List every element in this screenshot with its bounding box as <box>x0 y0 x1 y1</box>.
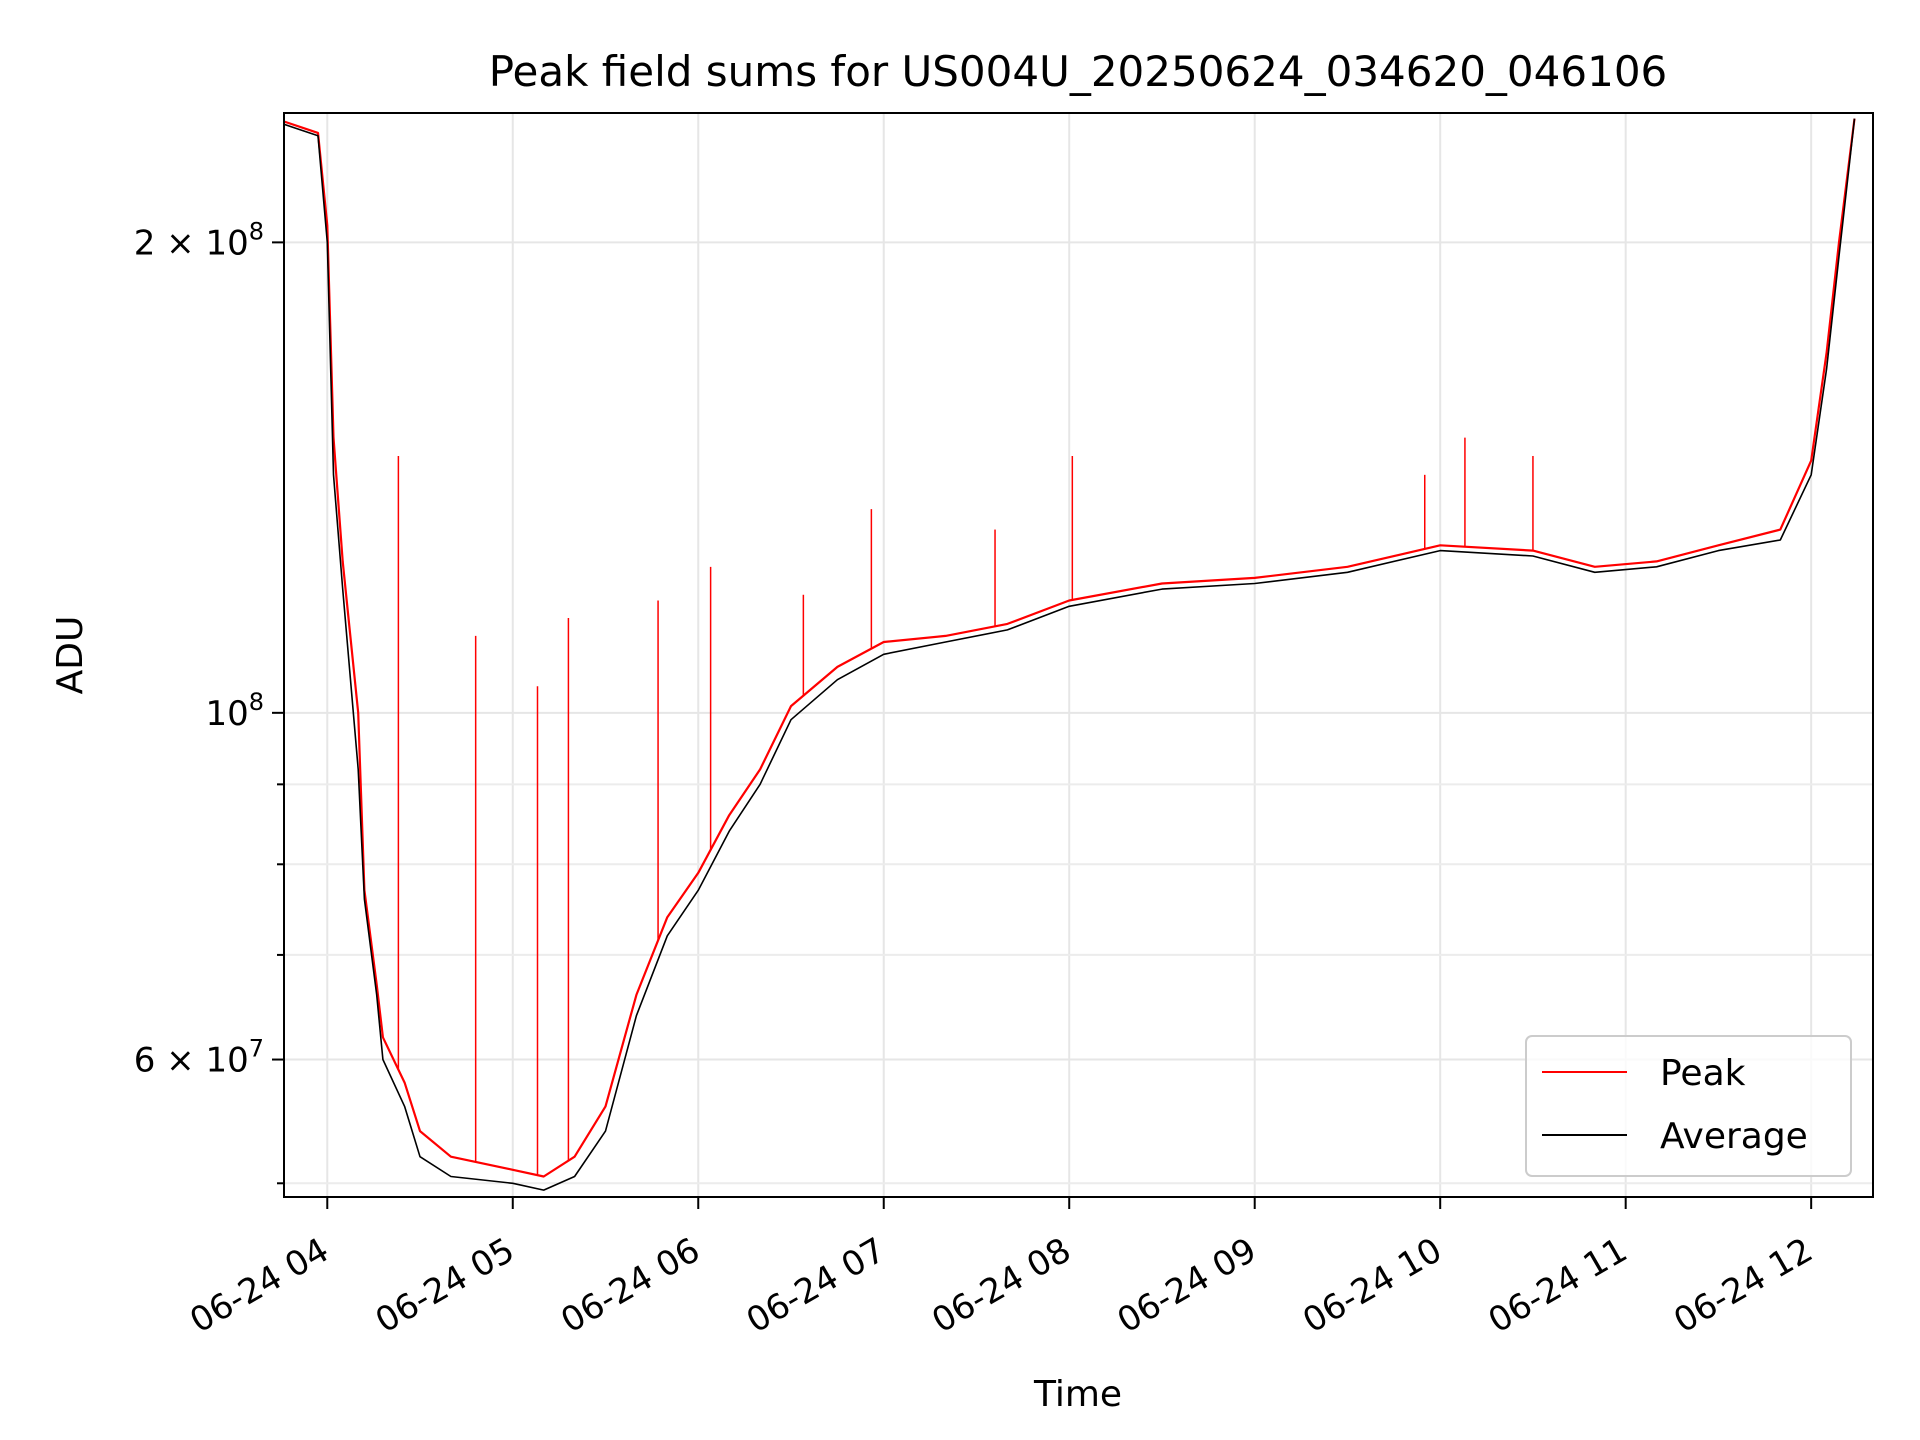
x-axis-label: Time <box>1033 1374 1122 1415</box>
series-line-peak <box>284 118 1856 1178</box>
y-tick-label: 108 <box>205 688 264 734</box>
y-tick-label-exponent: 8 <box>249 217 264 245</box>
y-tick-label: 6 × 107 <box>134 1035 264 1081</box>
series-layer <box>284 118 1856 1191</box>
y-axis-label: ADU <box>50 616 91 695</box>
y-tick-label-exponent: 8 <box>249 688 264 716</box>
legend-peak-label: Peak <box>1660 1053 1746 1094</box>
grid <box>284 113 1873 1197</box>
y-tick-label-base: 6 × 10 <box>134 1041 249 1081</box>
plot-frame <box>283 112 1874 1198</box>
y-tick-label-base: 2 × 10 <box>134 223 249 263</box>
legend-average-label: Average <box>1660 1116 1808 1157</box>
y-tick-label-exponent: 7 <box>249 1035 264 1063</box>
series-line-average <box>284 118 1856 1191</box>
y-tick-label-base: 10 <box>205 694 248 734</box>
legend: Peak Average <box>1525 1035 1852 1177</box>
chart-title: Peak field sums for US004U_20250624_0346… <box>489 47 1668 96</box>
y-tick-label: 2 × 108 <box>134 217 264 263</box>
